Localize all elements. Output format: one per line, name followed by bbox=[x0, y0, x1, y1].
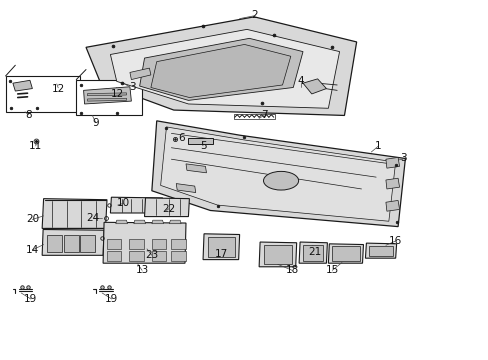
Polygon shape bbox=[259, 242, 296, 267]
Text: 15: 15 bbox=[325, 265, 338, 275]
Polygon shape bbox=[160, 127, 395, 221]
Text: 6: 6 bbox=[178, 133, 184, 143]
Text: 23: 23 bbox=[145, 250, 158, 260]
Text: 5: 5 bbox=[199, 141, 206, 151]
Polygon shape bbox=[303, 79, 326, 94]
Polygon shape bbox=[87, 98, 126, 101]
Polygon shape bbox=[110, 197, 162, 213]
Text: 12: 12 bbox=[52, 84, 65, 94]
Polygon shape bbox=[385, 157, 399, 168]
Polygon shape bbox=[171, 251, 185, 261]
Polygon shape bbox=[129, 251, 143, 261]
Polygon shape bbox=[151, 44, 290, 98]
Polygon shape bbox=[144, 198, 189, 217]
Text: 19: 19 bbox=[24, 294, 38, 304]
Text: 21: 21 bbox=[308, 247, 321, 257]
Polygon shape bbox=[203, 234, 239, 260]
Polygon shape bbox=[42, 199, 107, 228]
Polygon shape bbox=[129, 239, 143, 249]
Polygon shape bbox=[264, 245, 292, 264]
Polygon shape bbox=[185, 164, 206, 173]
Polygon shape bbox=[106, 251, 121, 261]
Polygon shape bbox=[76, 80, 142, 116]
Polygon shape bbox=[299, 242, 327, 263]
Text: 22: 22 bbox=[162, 204, 175, 214]
Polygon shape bbox=[176, 184, 195, 193]
Text: 14: 14 bbox=[26, 245, 39, 255]
Text: 10: 10 bbox=[117, 198, 130, 208]
Polygon shape bbox=[331, 246, 359, 261]
Polygon shape bbox=[116, 220, 127, 224]
Polygon shape bbox=[171, 239, 185, 249]
Polygon shape bbox=[303, 245, 323, 261]
Polygon shape bbox=[365, 243, 396, 258]
Polygon shape bbox=[87, 93, 126, 96]
Polygon shape bbox=[188, 138, 212, 144]
Polygon shape bbox=[86, 17, 356, 116]
Text: 24: 24 bbox=[86, 213, 100, 222]
Polygon shape bbox=[103, 222, 185, 263]
Polygon shape bbox=[80, 234, 95, 252]
Polygon shape bbox=[328, 244, 363, 263]
Polygon shape bbox=[152, 251, 166, 261]
Text: 2: 2 bbox=[250, 10, 257, 20]
Text: 9: 9 bbox=[92, 118, 99, 128]
Ellipse shape bbox=[263, 171, 298, 190]
Polygon shape bbox=[134, 220, 145, 224]
Text: 17: 17 bbox=[215, 248, 228, 258]
Text: 1: 1 bbox=[374, 141, 381, 151]
Polygon shape bbox=[152, 239, 166, 249]
Polygon shape bbox=[207, 237, 234, 257]
Polygon shape bbox=[130, 68, 151, 80]
Text: 4: 4 bbox=[297, 76, 303, 86]
Text: 8: 8 bbox=[25, 111, 32, 121]
Text: 18: 18 bbox=[285, 265, 298, 275]
Polygon shape bbox=[385, 201, 399, 211]
Text: 19: 19 bbox=[105, 294, 118, 304]
Polygon shape bbox=[152, 220, 163, 224]
Text: 3: 3 bbox=[399, 153, 406, 163]
Text: 16: 16 bbox=[388, 236, 402, 246]
Text: 11: 11 bbox=[29, 141, 42, 151]
Polygon shape bbox=[83, 87, 131, 104]
Polygon shape bbox=[64, 234, 79, 252]
Text: 20: 20 bbox=[26, 215, 39, 224]
Text: 7: 7 bbox=[260, 111, 267, 121]
Text: 13: 13 bbox=[135, 265, 148, 275]
Polygon shape bbox=[368, 246, 392, 256]
Polygon shape bbox=[110, 30, 339, 108]
Polygon shape bbox=[169, 220, 181, 224]
Polygon shape bbox=[152, 121, 405, 226]
Text: 3: 3 bbox=[129, 82, 135, 92]
Polygon shape bbox=[140, 39, 303, 100]
Polygon shape bbox=[47, 234, 61, 252]
Text: 12: 12 bbox=[111, 89, 124, 99]
Polygon shape bbox=[385, 178, 399, 189]
Polygon shape bbox=[13, 80, 32, 91]
Polygon shape bbox=[42, 229, 104, 255]
Polygon shape bbox=[106, 239, 121, 249]
Polygon shape bbox=[5, 76, 80, 112]
